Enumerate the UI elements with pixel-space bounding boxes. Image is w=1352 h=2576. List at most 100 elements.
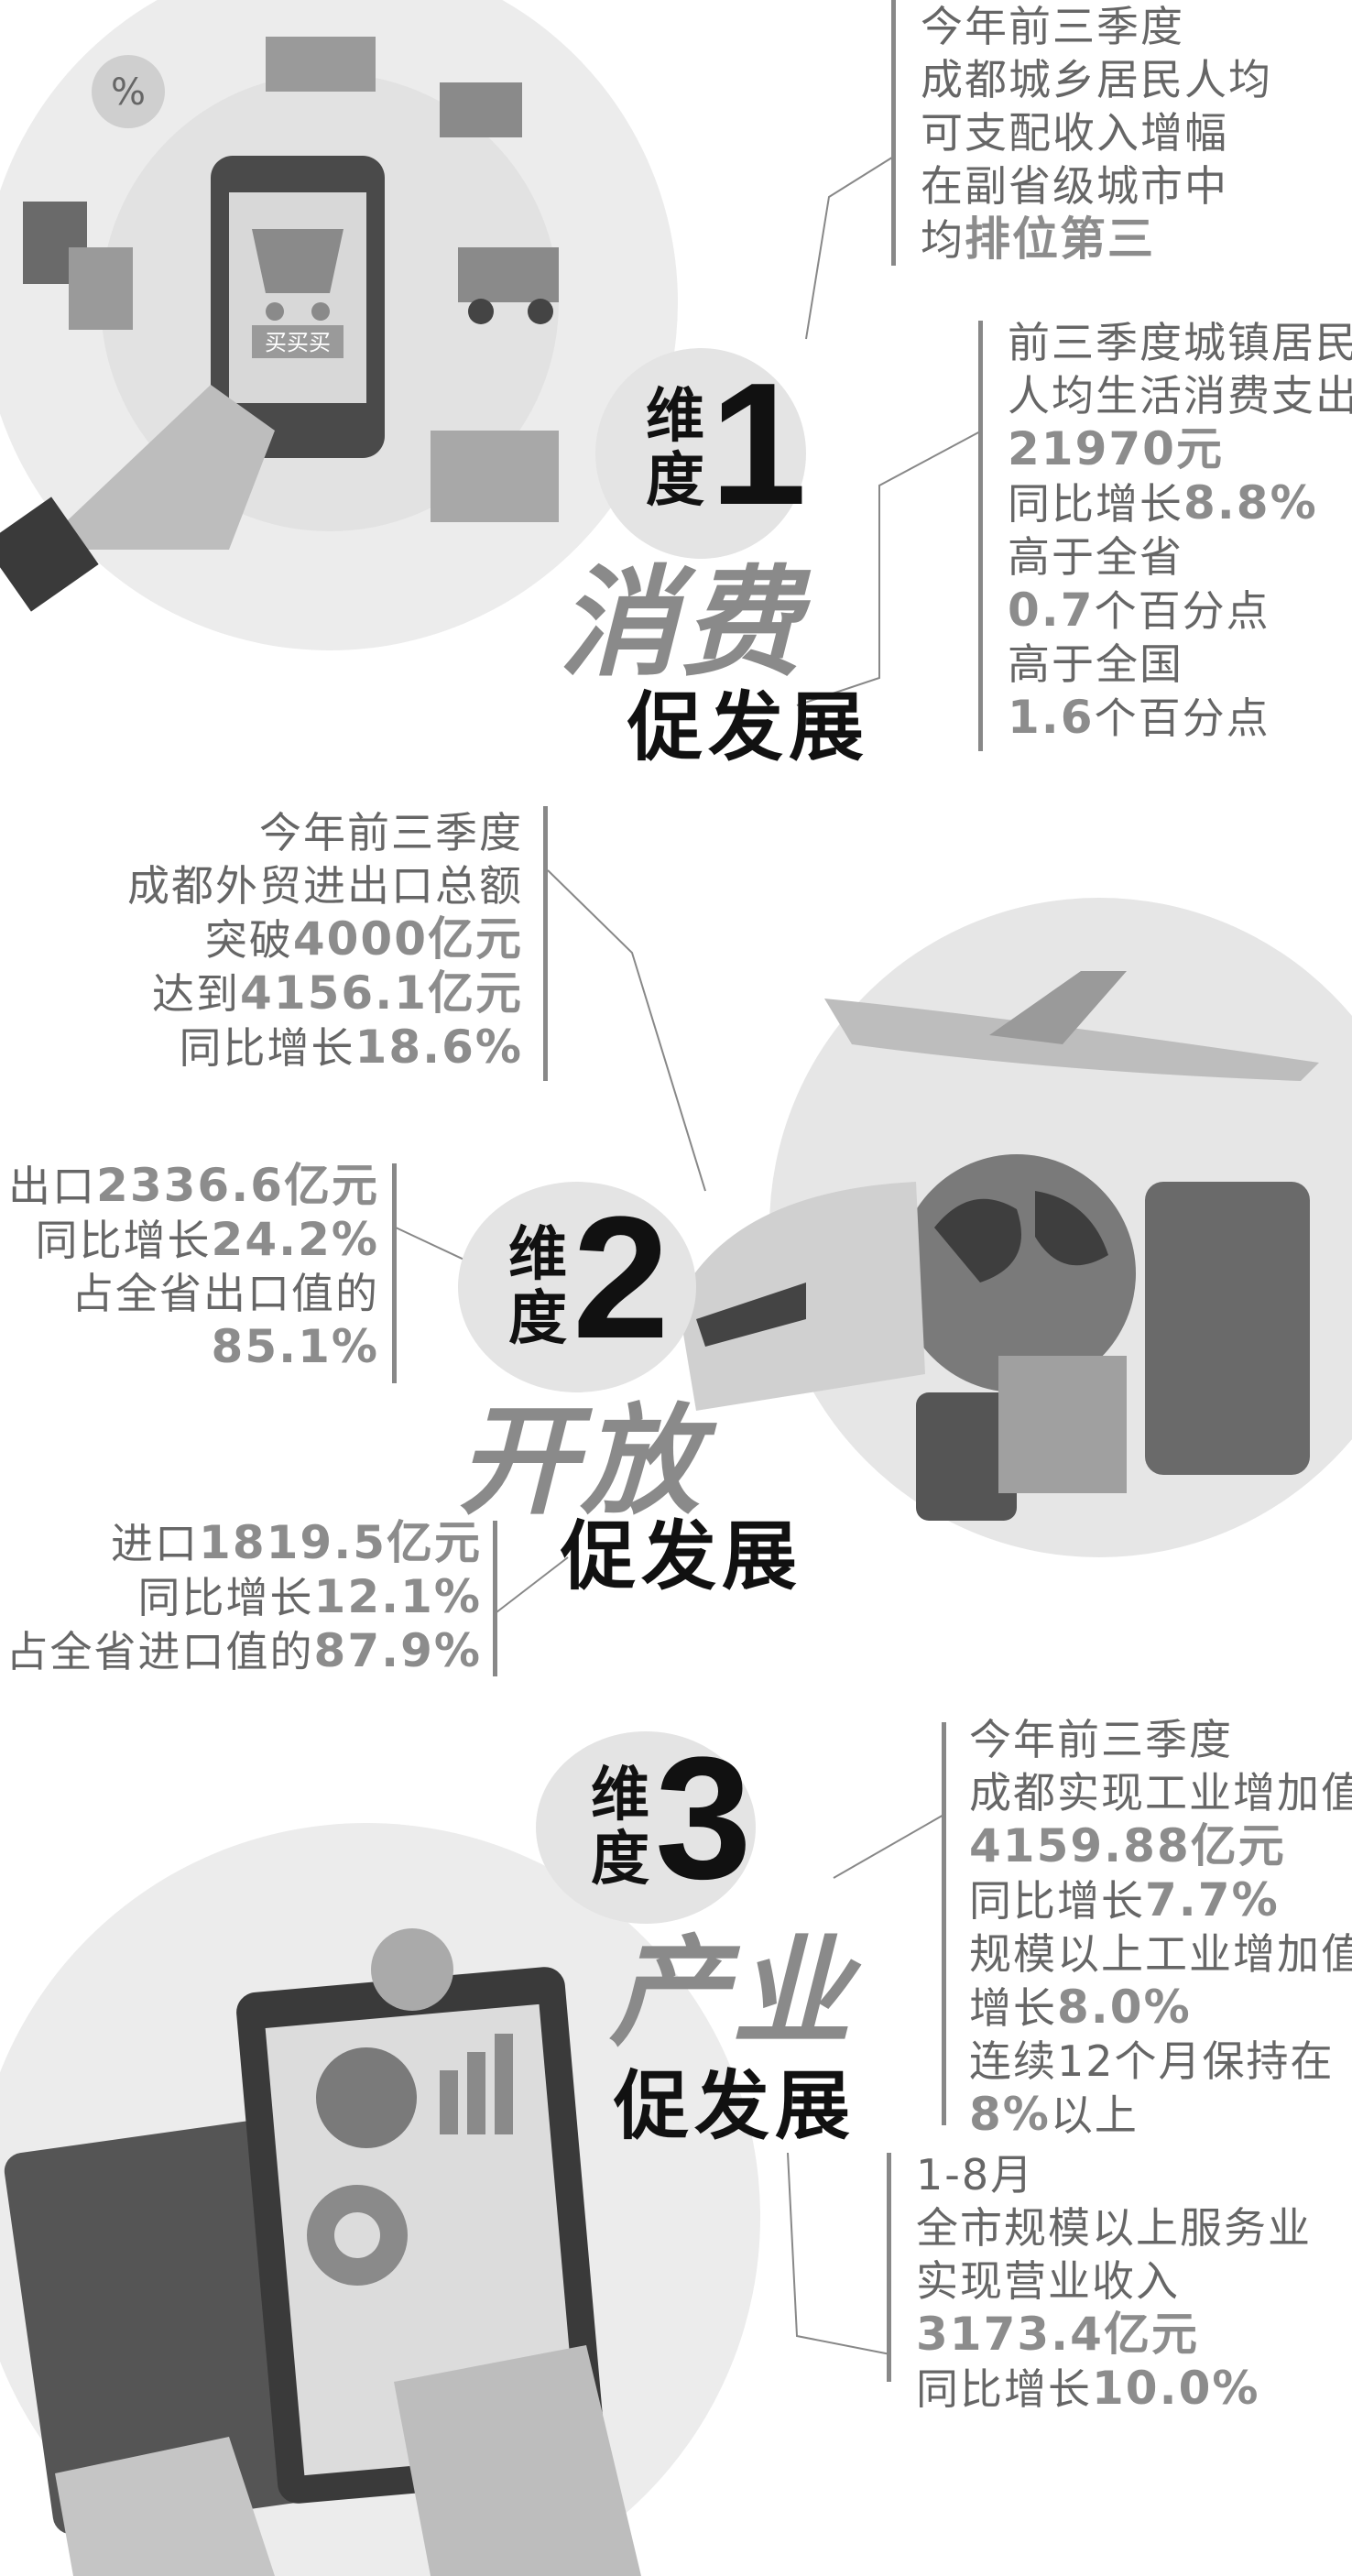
text-line: 占全省进口值的87.9%	[6, 1624, 482, 1678]
text-segment: 占全省出口值的	[71, 1269, 379, 1318]
theme-subtitle: 促发展	[614, 2063, 856, 2150]
text-segment: 全市规模以上服务业	[916, 2203, 1312, 2253]
dimension-label: 维度	[508, 1221, 567, 1353]
text-segment: 个百分点	[1094, 693, 1270, 743]
text-line: 进口1819.5亿元	[6, 1516, 482, 1570]
theme-title: 开放	[458, 1391, 704, 1531]
divider-bar	[942, 1722, 946, 2125]
highlight-value: 87.9%	[313, 1624, 482, 1677]
pie-chart-icon	[316, 2047, 417, 2148]
text-line: 达到4156.1亿元	[127, 966, 523, 1021]
dimension-number: 3	[655, 1721, 752, 1916]
highlight-value: 85.1%	[211, 1320, 379, 1373]
connector-lines	[395, 155, 983, 2355]
service-revenue-text: 1-8月 全市规模以上服务业 实现营业收入 3173.4亿元 同比增长10.0%	[916, 2148, 1312, 2416]
trade-total-text: 今年前三季度 成都外贸进出口总额 突破4000亿元 达到4156.1亿元 同比增长18.…	[127, 806, 523, 1075]
text-line: 85.1%	[8, 1320, 379, 1374]
text-line: 成都城乡居民人均	[921, 53, 1272, 106]
highlight-value: 0.7	[1008, 584, 1095, 637]
divider-bar	[887, 2153, 891, 2382]
text-segment: 实现营业收入	[916, 2256, 1180, 2306]
text-line: 可支配收入增幅	[921, 106, 1272, 159]
text-segment: 成都城乡居民人均	[921, 55, 1272, 104]
text-segment: 连续12个月保持在	[969, 2036, 1335, 2086]
percent-tag-icon	[92, 55, 165, 128]
text-segment: 占全省进口值的	[5, 1627, 314, 1676]
industry-illustration	[0, 1823, 760, 2576]
dimension-label: 维度	[646, 383, 704, 515]
text-segment: 成都实现工业增加值	[969, 1768, 1352, 1817]
industry-value-text: 今年前三季度 成都实现工业增加值 4159.88亿元 同比增长7.7% 规模以上工业增加…	[969, 1713, 1352, 2142]
text-segment: 均	[921, 215, 965, 265]
text-line: 21970元	[1008, 422, 1352, 476]
text-segment: 高于全国	[1008, 639, 1183, 689]
text-line: 4159.88亿元	[969, 1819, 1352, 1873]
bar-chart-icon	[440, 2070, 458, 2134]
divider-bar	[978, 321, 983, 751]
text-segment: 人均生活消费支出	[1008, 371, 1352, 420]
highlight-value: 18.6%	[354, 1021, 523, 1074]
text-line: 同比增长10.0%	[916, 2362, 1312, 2416]
text-segment: 同比增长	[179, 1023, 355, 1073]
highlight-value: 4000亿元	[292, 912, 523, 966]
text-line: 均排位第三	[921, 213, 1272, 267]
wallet-icon	[440, 82, 522, 137]
text-segment: 同比增长	[1008, 479, 1183, 529]
text-line: 占全省出口值的	[8, 1267, 379, 1320]
bus-icon	[1145, 1182, 1310, 1475]
highlight-value: 3173.4亿元	[916, 2308, 1199, 2361]
highlight-value: 1.6	[1008, 691, 1095, 744]
text-line: 今年前三季度	[969, 1713, 1352, 1766]
text-line: 全市规模以上服务业	[916, 2201, 1312, 2254]
highlight-value: 24.2%	[211, 1213, 379, 1266]
calculator-icon	[4, 2119, 326, 2535]
airplane-icon	[824, 999, 1319, 1081]
text-segment: 1-8月	[916, 2150, 1035, 2199]
text-line: 同比增长7.7%	[969, 1873, 1352, 1927]
text-line: 成都外贸进出口总额	[127, 859, 523, 912]
highlight-value: 2336.6亿元	[96, 1159, 379, 1212]
text-line: 前三季度城镇居民	[1008, 316, 1352, 369]
text-segment: 成都外贸进出口总额	[127, 861, 523, 911]
dimension-bubble	[595, 348, 806, 559]
highlight-value: 10.0%	[1092, 2362, 1260, 2415]
text-line: 高于全省	[1008, 530, 1352, 584]
dimension-label: 维度	[591, 1762, 649, 1894]
text-segment: 规模以上工业增加值	[969, 1929, 1352, 1979]
text-line: 同比增长12.1%	[6, 1570, 482, 1624]
highlight-value: 排位第三	[965, 213, 1155, 266]
svg-text:%: %	[111, 71, 146, 114]
consumption-spending-text: 前三季度城镇居民 人均生活消费支出 21970元 同比增长8.8% 高于全省 0.7个百分…	[1008, 316, 1352, 745]
import-text: 进口1819.5亿元 同比增长12.1% 占全省进口值的87.9%	[6, 1516, 482, 1678]
phone-label: 买买买	[265, 330, 331, 355]
text-line: 人均生活消费支出	[1008, 369, 1352, 422]
hand-icon	[394, 2345, 641, 2576]
gift-box-icon	[266, 37, 376, 92]
text-line: 同比增长24.2%	[8, 1213, 379, 1267]
text-line: 8%以上	[969, 2088, 1352, 2142]
text-segment: 今年前三季度	[969, 1715, 1233, 1764]
text-line: 高于全国	[1008, 638, 1352, 691]
divider-bar	[543, 806, 548, 1081]
hand-icon	[37, 385, 275, 550]
divider-bar	[392, 1163, 397, 1383]
text-segment: 同比增长	[137, 1573, 314, 1622]
text-segment: 同比增长	[969, 1876, 1145, 1926]
text-segment: 高于全省	[1008, 532, 1183, 582]
cart-icon	[252, 229, 343, 293]
highlight-value: 8.0%	[1057, 1981, 1192, 2034]
export-text: 出口2336.6亿元 同比增长24.2% 占全省出口值的 85.1%	[8, 1159, 379, 1374]
text-segment: 增长	[969, 1983, 1057, 2033]
text-line: 实现营业收入	[916, 2254, 1312, 2308]
theme-subtitle: 促发展	[561, 1513, 803, 1600]
text-line: 同比增长18.6%	[127, 1021, 523, 1075]
divider-bar	[891, 0, 896, 266]
text-line: 3173.4亿元	[916, 2308, 1312, 2362]
text-segment: 个百分点	[1094, 586, 1270, 636]
divider-bar	[493, 1521, 497, 1676]
text-line: 同比增长8.8%	[1008, 476, 1352, 530]
dimension-bubble	[458, 1182, 696, 1392]
theme-title: 产业	[609, 1922, 856, 2062]
text-line: 在副省级城市中	[921, 159, 1272, 213]
